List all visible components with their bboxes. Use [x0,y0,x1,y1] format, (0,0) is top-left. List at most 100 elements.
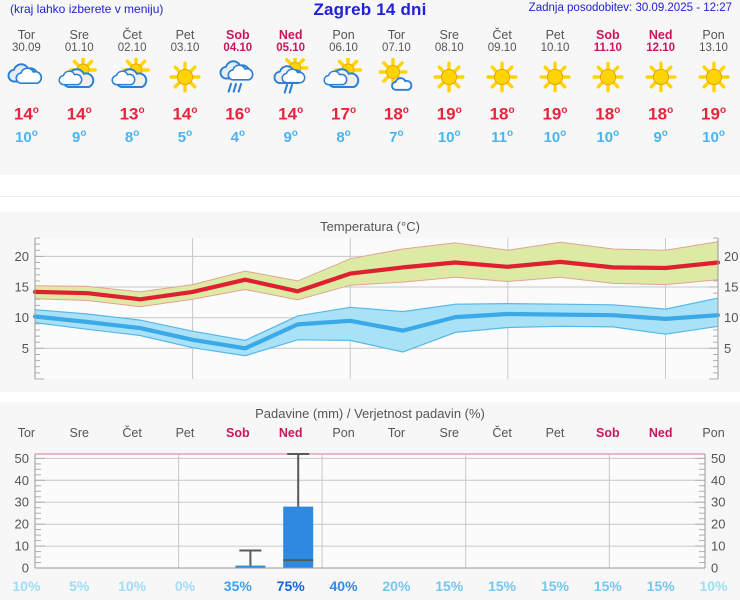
sun-cloud-icon [56,58,102,96]
weather-icon-slot [476,57,529,97]
svg-text:30: 30 [15,495,29,510]
svg-text:15: 15 [15,280,29,295]
cloudy-icon [3,58,49,96]
forecast-day-column[interactable]: Čet 02.10 13o 8o [106,22,159,147]
precipitation-day-label: Sob [596,426,620,440]
svg-text:0: 0 [22,561,29,576]
forecast-day-column[interactable]: Čet 09.10 18o 11o [476,22,529,147]
forecast-day-column[interactable]: Ned 12.10 18o 9o [634,22,687,147]
forecast-day-column[interactable]: Ned 05.10 14o 9o [264,22,317,147]
day-date: 12.10 [646,42,676,54]
day-date: 02.10 [117,42,147,54]
day-name: Sre [439,28,459,42]
temperature-max: 14o [172,104,198,124]
day-name: Ned [278,28,303,42]
temperature-max: 19o [542,104,568,124]
forecast-day-column[interactable]: Pon 13.10 19o 10o [687,22,740,147]
day-name: Tor [387,28,406,42]
sun-cloud-icon [109,58,155,96]
precipitation-day-label: Sre [69,426,89,440]
precipitation-probability: 15% [488,578,517,594]
temperature-chart-title: Temperatura (°C) [320,219,420,234]
weather-icon-slot [370,57,423,97]
temperature-max: 18o [648,104,674,124]
forecast-day-column[interactable]: Sre 01.10 14o 9o [53,22,106,147]
day-date: 05.10 [276,42,306,54]
precipitation-probability: 10% [699,578,728,594]
temperature-max: 18o [383,104,409,124]
precipitation-day-label: Ned [278,426,303,440]
chart-separator [0,392,740,402]
temperature-max: 16o [225,104,251,124]
svg-text:5: 5 [724,341,731,356]
day-name: Sob [226,28,250,42]
temperature-min: 10o [702,127,725,146]
svg-text:20: 20 [15,517,29,532]
forecast-day-column[interactable]: Sre 08.10 19o 10o [423,22,476,147]
forecast-day-column[interactable]: Sob 11.10 18o 10o [581,22,634,147]
weather-icon-slot [264,57,317,97]
sun-cloud-icon [321,58,367,96]
sun-small-cloud-icon [373,58,419,96]
forecast-day-column[interactable]: Pon 06.10 17o 8o [317,22,370,147]
svg-text:50: 50 [711,451,725,466]
precipitation-day-label: Čet [492,426,512,440]
svg-text:10: 10 [15,539,29,554]
precipitation-probability: 15% [593,578,622,594]
day-name: Sob [596,28,620,42]
svg-text:20: 20 [724,249,738,264]
cloud-rain-icon [215,58,261,96]
svg-text:10: 10 [711,539,725,554]
temperature-min: 7o [389,127,404,146]
weather-icon-slot [529,57,582,97]
temperature-min: 10o [15,127,38,146]
temperature-max: 19o [436,104,462,124]
precipitation-day-label: Sre [439,426,459,440]
forecast-day-column[interactable]: Tor 30.09 14o 10o [0,22,53,147]
precipitation-day-label: Pet [175,426,195,440]
temperature-max: 14o [278,104,304,124]
sun-icon [479,58,525,96]
precipitation-chart: Padavine (mm) / Verjetnost padavin (%) T… [0,402,740,600]
weather-icon-slot [159,57,212,97]
day-date: 08.10 [434,42,464,54]
precipitation-probability: 10% [12,578,41,594]
precipitation-day-label: Tor [387,426,406,440]
day-name: Pon [702,28,725,42]
precipitation-plot: 0 0 10 10 20 20 30 30 40 40 50 50 [0,446,740,580]
day-name: Ned [648,28,673,42]
precipitation-day-label: Tor [17,426,36,440]
precipitation-chart-title: Padavine (mm) / Verjetnost padavin (%) [255,406,485,421]
page-title: Zagreb 14 dni [313,0,427,19]
day-date: 04.10 [223,42,253,54]
day-name: Pon [332,28,355,42]
weather-icon-slot [634,57,687,97]
precipitation-probability: 40% [329,578,358,594]
svg-text:20: 20 [711,517,725,532]
precipitation-probability: 0% [174,578,196,594]
temperature-max: 19o [701,104,727,124]
day-name: Tor [17,28,36,42]
weather-icon-slot [317,57,370,97]
sun-icon [426,58,472,96]
temperature-plot: 5 5 10 10 15 15 20 20 [0,234,740,389]
precipitation-probability: 5% [69,578,90,594]
svg-text:0: 0 [711,561,718,576]
temperature-min: 5o [177,127,193,146]
forecast-day-column[interactable]: Pet 03.10 14o 5o [159,22,212,147]
day-date: 11.10 [593,42,622,54]
separator-line [0,196,740,197]
day-date: 01.10 [64,42,94,54]
precipitation-probability: 20% [382,578,411,594]
sun-icon [585,58,631,96]
svg-text:20: 20 [15,249,29,264]
precipitation-day-label: Čet [122,426,142,440]
forecast-day-column[interactable]: Pet 10.10 19o 10o [529,22,582,147]
temperature-min: 4o [230,127,246,146]
temperature-max: 17o [331,104,357,124]
forecast-day-column[interactable]: Sob 04.10 16o 4o [211,22,264,147]
forecast-day-column[interactable]: Tor 07.10 18o 7o [370,22,423,147]
strip-separator [0,175,740,212]
